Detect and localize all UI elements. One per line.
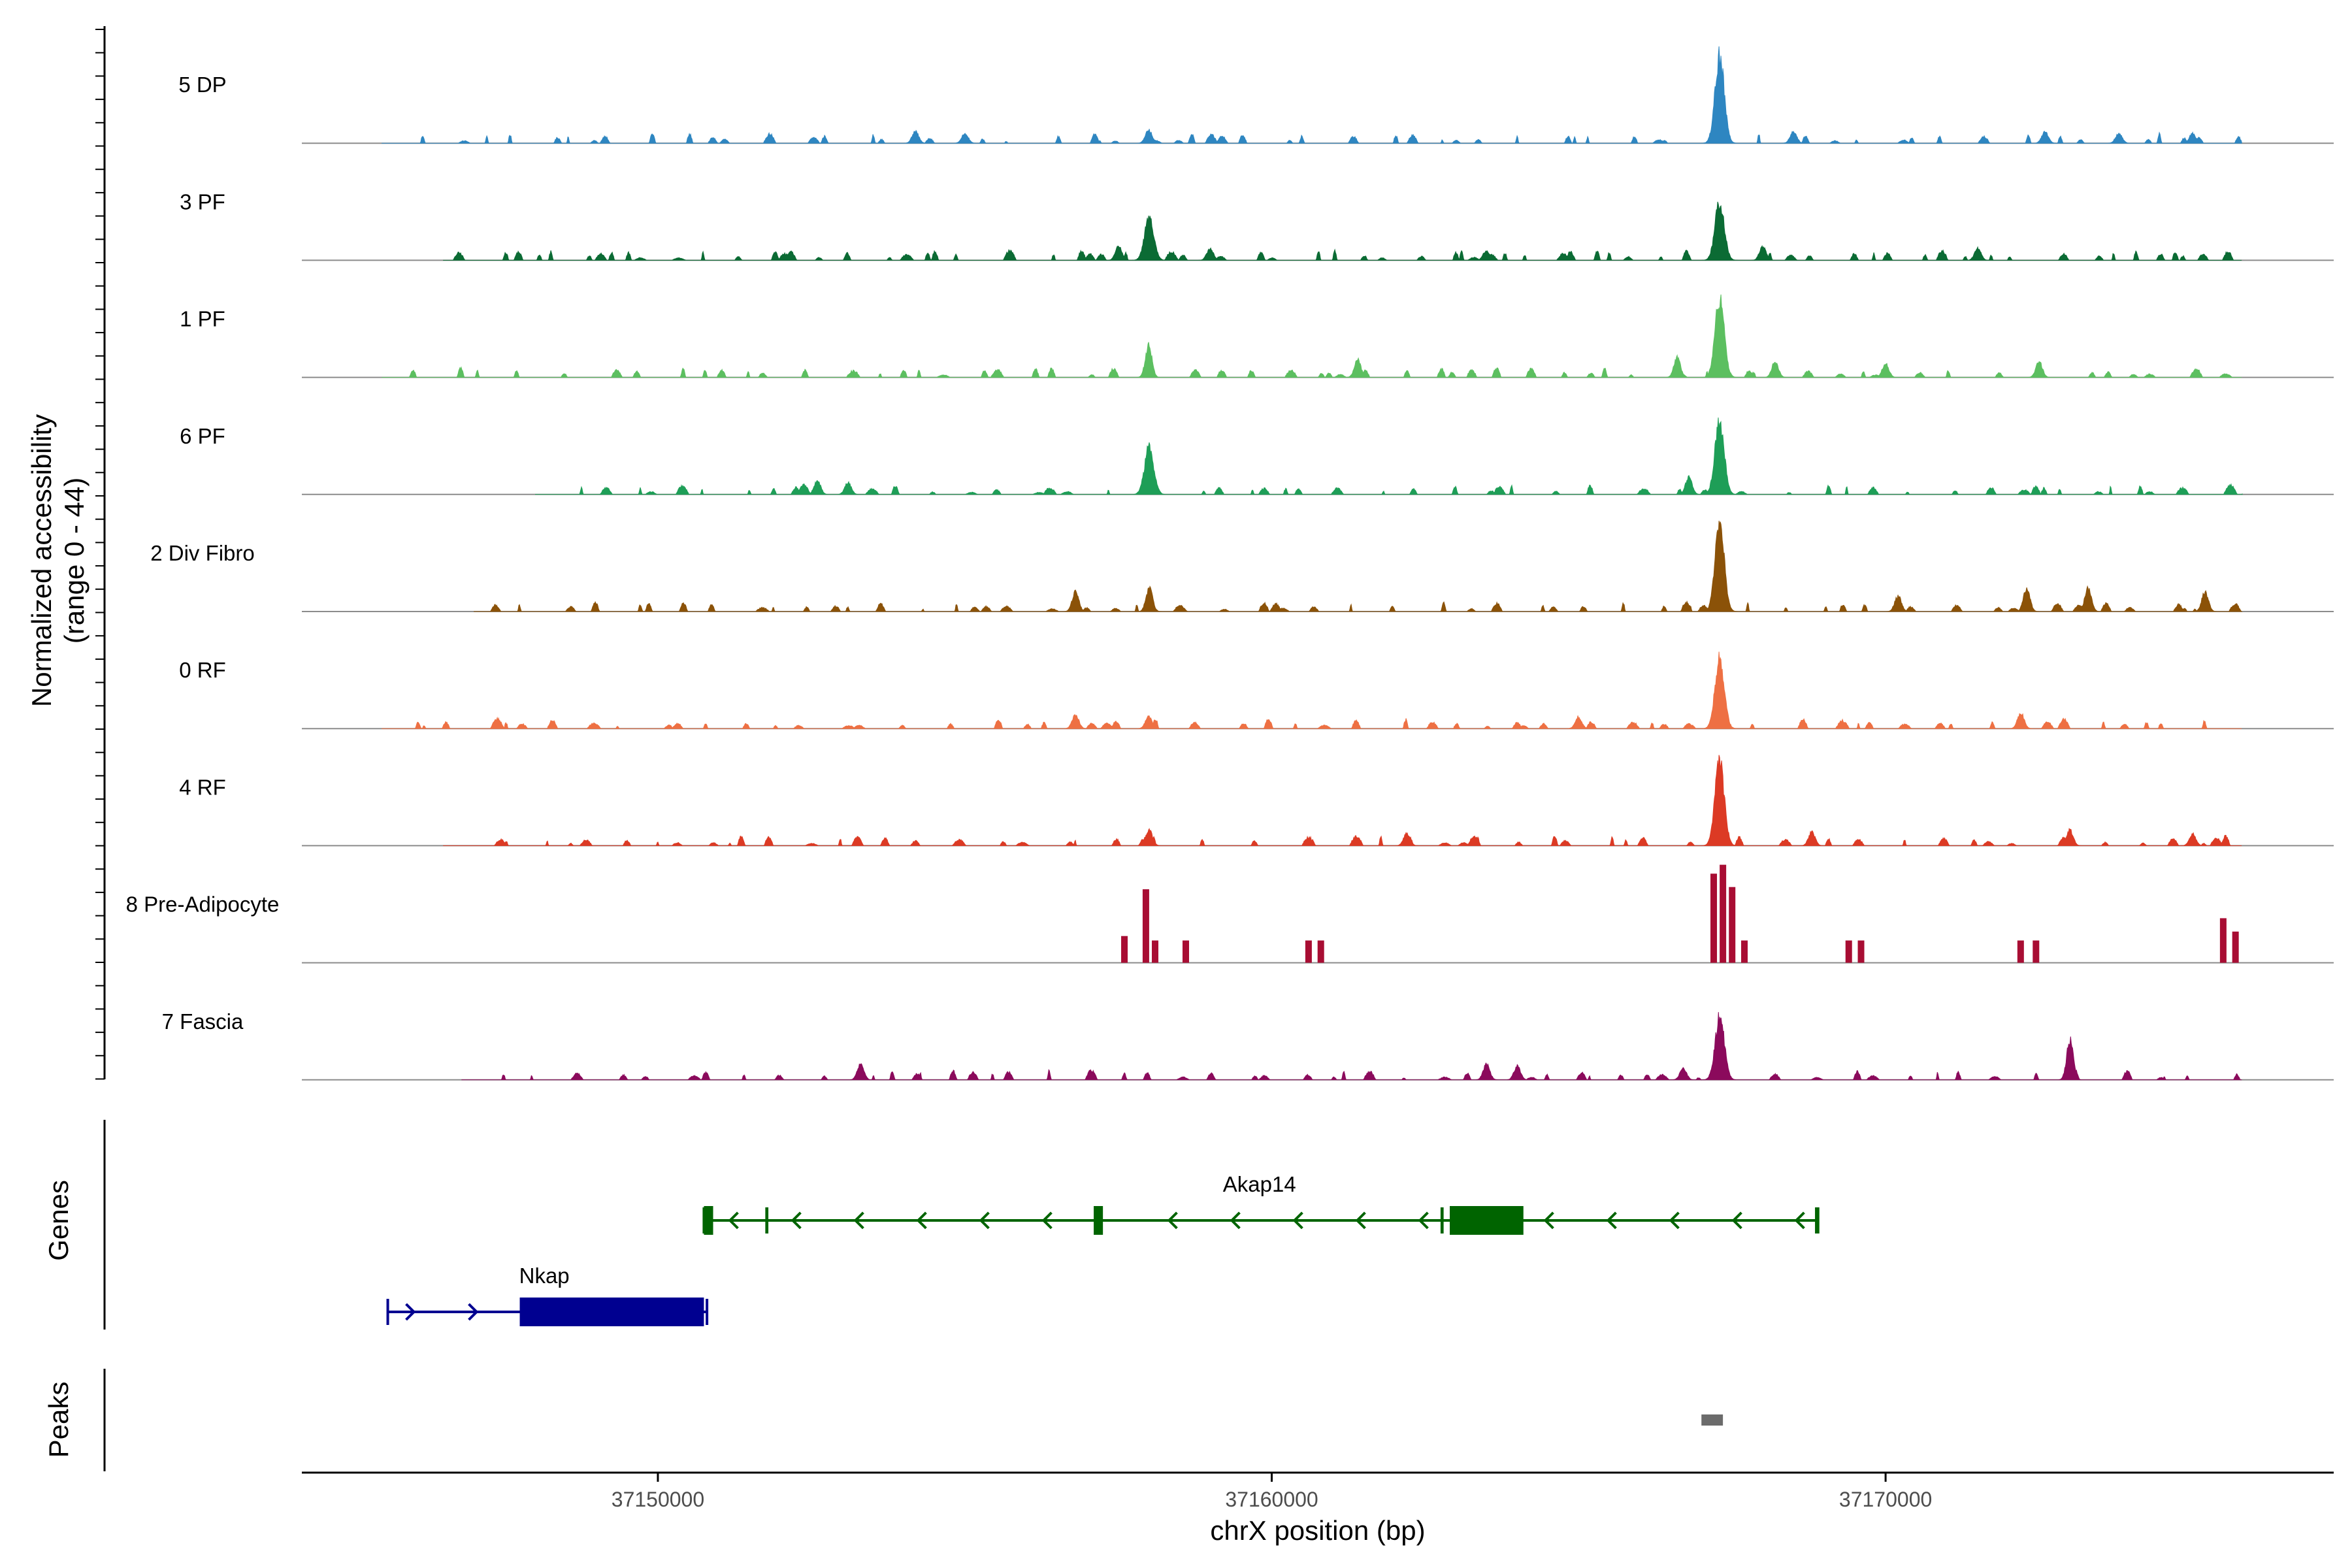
strand-chevron [1355, 1211, 1366, 1230]
strand-chevron [979, 1211, 990, 1230]
track-6-pf: 6 PF [180, 417, 2334, 495]
coverage-signal [382, 651, 2242, 729]
track-0-rf: 0 RF [179, 651, 2334, 730]
strand-chevron [853, 1211, 864, 1230]
track-label: 5 DP [178, 73, 226, 97]
coverage-bar [1317, 940, 1324, 963]
track-label: 4 RF [179, 775, 226, 799]
coverage-bar [1845, 940, 1852, 963]
strand-chevron [1041, 1211, 1053, 1230]
strand-chevron [1731, 1211, 1742, 1230]
track-label: 7 Fascia [162, 1009, 244, 1034]
gene-label: Nkap [519, 1264, 570, 1288]
exon [1815, 1207, 1818, 1233]
y-axis-title-line2: (range 0 - 44) [59, 478, 90, 644]
coverage-bar [1720, 864, 1727, 963]
coverage-signal [382, 294, 2242, 378]
coverage-signal [443, 755, 2242, 846]
coverage-signal [474, 521, 2243, 612]
coverage-signal [535, 417, 2243, 495]
exon [704, 1206, 713, 1235]
strand-chevron [1543, 1211, 1554, 1230]
strand-chevron [468, 1303, 479, 1321]
track-4-rf: 4 RF [179, 755, 2334, 847]
coverage-bar [1710, 874, 1718, 963]
coverage-bar [1857, 940, 1865, 963]
genes-track: Nkap Akap14 [386, 1172, 1820, 1326]
strand-chevron [405, 1303, 416, 1321]
strand-chevron [916, 1211, 927, 1230]
x-tick-label: 37170000 [1839, 1488, 1932, 1511]
track-2-div-fibro: 2 Div Fibro [150, 521, 2334, 612]
strand-chevron [1292, 1211, 1303, 1230]
strand-chevron [1230, 1211, 1241, 1230]
coverage-bar [2017, 940, 2024, 963]
exon [519, 1298, 704, 1326]
strand-chevron [1418, 1211, 1429, 1230]
track-7-fascia: 7 Fascia [162, 1009, 2334, 1081]
peaks-track [1701, 1414, 1723, 1426]
track-1-pf: 1 PF [180, 294, 2334, 378]
gene-nkap: Nkap [386, 1264, 709, 1326]
x-tick-label: 37150000 [612, 1488, 704, 1511]
strand-chevron [1794, 1211, 1805, 1230]
track-label: 8 Pre-Adipocyte [126, 892, 280, 917]
exon [765, 1207, 769, 1233]
coverage-bar [1142, 889, 1149, 963]
coverage-bar [1741, 940, 1748, 963]
coverage-bar [2033, 940, 2040, 963]
coverage-tracks: 5 DP 3 PF 1 PF 6 PF 2 Div Fibro 0 RF 4 RF 8 Pre… [126, 46, 2334, 1081]
coverage-bar [1182, 940, 1189, 963]
track-5-dp: 5 DP [178, 46, 2334, 144]
x-tick-label: 37160000 [1225, 1488, 1318, 1511]
coverage-bar [2232, 931, 2239, 963]
coverage-bar [2219, 918, 2227, 963]
gene-akap14: Akap14 [702, 1172, 1820, 1235]
strand-chevron [1669, 1211, 1680, 1230]
x-axis-title: chrX position (bp) [1210, 1515, 1425, 1546]
track-label: 1 PF [180, 307, 225, 331]
track-3-pf: 3 PF [180, 189, 2334, 261]
exon [1440, 1207, 1444, 1233]
coverage-bar [1152, 940, 1159, 963]
x-axis-ticks: 37150000 37160000 37170000 [612, 1473, 1932, 1511]
strand-chevron [1167, 1211, 1178, 1230]
exon [1450, 1206, 1524, 1235]
y-axis-title-line1: Normalized accessibility [26, 414, 57, 707]
strand-chevron [728, 1211, 739, 1230]
coverage-signal [443, 201, 2242, 261]
coverage-bar [1305, 940, 1312, 963]
exon [1094, 1206, 1103, 1235]
coverage-signal [461, 1012, 2242, 1081]
peak-region [1701, 1414, 1723, 1426]
coverage-bar [1121, 936, 1128, 963]
track-8-pre-adipocyte: 8 Pre-Adipocyte [126, 864, 2334, 964]
coverage-signal [382, 46, 2242, 144]
strand-chevron [1606, 1211, 1617, 1230]
strand-chevron [791, 1211, 802, 1230]
track-label: 0 RF [179, 658, 226, 682]
peaks-panel-title: Peaks [43, 1382, 74, 1458]
track-label: 2 Div Fibro [150, 541, 255, 565]
genes-panel-title: Genes [43, 1180, 74, 1261]
gene-label: Akap14 [1223, 1172, 1296, 1196]
track-label: 3 PF [180, 189, 225, 214]
coverage-bar [1729, 887, 1736, 963]
track-label: 6 PF [180, 424, 225, 448]
left-axes [95, 26, 106, 1471]
